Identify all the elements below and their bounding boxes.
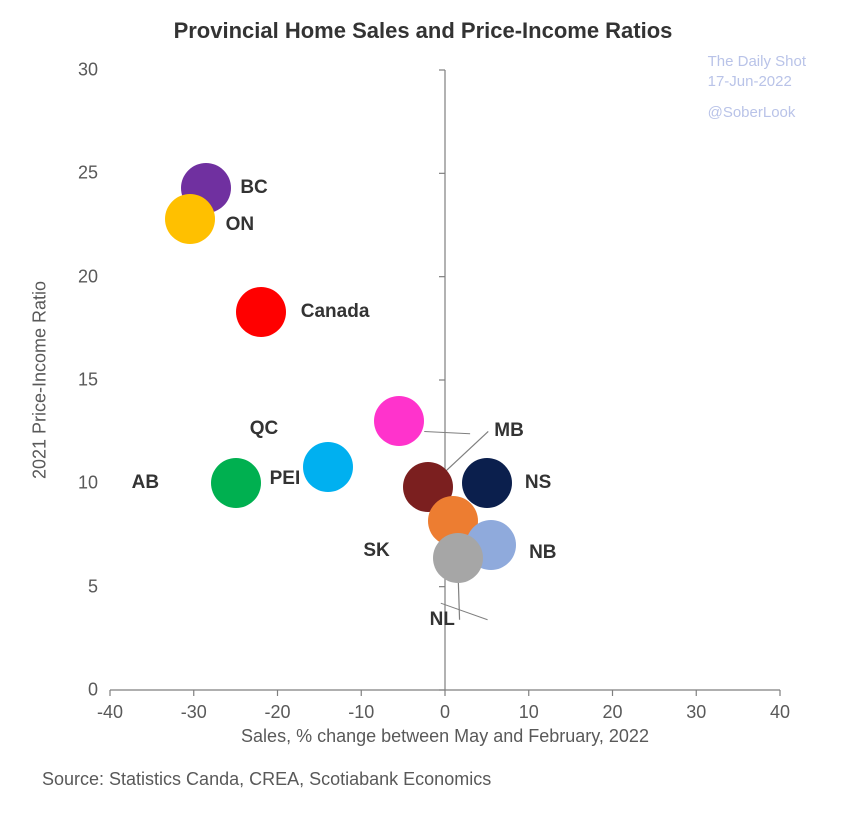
x-tick-label: 0 <box>440 702 450 723</box>
x-tick-label: -40 <box>97 702 123 723</box>
source-note: Source: Statistics Canda, CREA, Scotiaba… <box>42 769 491 790</box>
data-point-label: SK <box>363 540 389 562</box>
data-point-label: BC <box>240 177 267 199</box>
data-point-label: NL <box>430 609 455 631</box>
data-point-label: AB <box>132 472 159 494</box>
y-axis-title: 2021 Price-Income Ratio <box>30 281 51 479</box>
data-point <box>374 396 424 446</box>
y-tick-label: 25 <box>78 163 98 184</box>
x-tick-label: -20 <box>264 702 290 723</box>
leader-line <box>424 431 470 433</box>
chart-title: Provincial Home Sales and Price-Income R… <box>0 18 846 44</box>
data-point-label: PEI <box>270 468 301 490</box>
data-point-label: ON <box>226 214 255 236</box>
y-tick-label: 20 <box>78 266 98 287</box>
y-tick-label: 15 <box>78 370 98 391</box>
data-point <box>165 194 215 244</box>
x-axis-title: Sales, % change between May and February… <box>241 726 649 747</box>
x-tick-label: 30 <box>686 702 706 723</box>
chart-container: Provincial Home Sales and Price-Income R… <box>0 0 846 826</box>
data-point-label: MB <box>494 420 524 442</box>
y-tick-label: 10 <box>78 473 98 494</box>
data-point <box>211 458 261 508</box>
y-tick-label: 0 <box>88 680 98 701</box>
x-tick-label: -10 <box>348 702 374 723</box>
plot-area: BC ON Canada QC PEI AB MB NS SK NB NL <box>110 70 780 690</box>
data-point <box>433 533 483 583</box>
x-tick-label: 20 <box>602 702 622 723</box>
data-point-label: NS <box>525 472 551 494</box>
data-point <box>236 287 286 337</box>
data-point-label: Canada <box>301 301 370 323</box>
data-point-label: QC <box>250 418 279 440</box>
x-tick-label: 10 <box>519 702 539 723</box>
y-tick-label: 30 <box>78 60 98 81</box>
x-tick-label: -30 <box>181 702 207 723</box>
y-tick-label: 5 <box>88 576 98 597</box>
data-point-label: NB <box>529 542 556 564</box>
data-point <box>303 442 353 492</box>
x-tick-label: 40 <box>770 702 790 723</box>
